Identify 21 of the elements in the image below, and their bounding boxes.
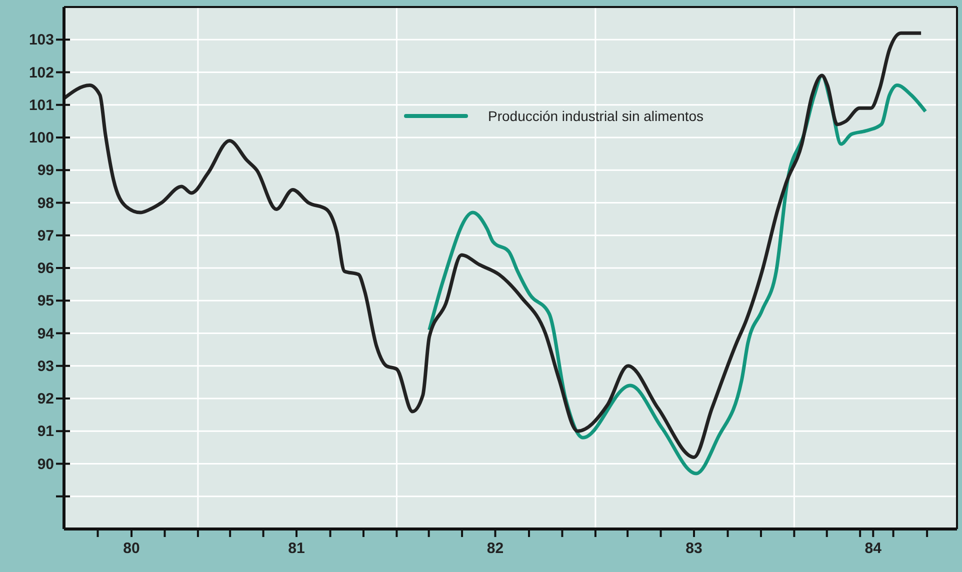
x-tick-label: 83 xyxy=(686,540,702,557)
y-tick-label: 94 xyxy=(37,325,55,342)
y-tick-label: 92 xyxy=(37,390,54,408)
line-series xyxy=(64,31,923,459)
y-tick-label: 99 xyxy=(37,162,54,180)
x-tick-label: 82 xyxy=(486,540,504,557)
y-tick-label: 97 xyxy=(37,227,54,244)
legend-label: Producción industrial sin alimentos xyxy=(488,108,704,124)
x-tick-label: 80 xyxy=(123,540,140,557)
y-tick-label: 103 xyxy=(28,32,54,49)
y-tick-label: 100 xyxy=(28,130,54,146)
x-tick-label: 84 xyxy=(864,540,882,557)
y-tick-label: 96 xyxy=(37,260,54,277)
x-tick-label: 81 xyxy=(288,540,305,557)
y-tick-label: 91 xyxy=(37,423,54,440)
y-tick-label: 95 xyxy=(37,292,54,310)
y-tick-label: 93 xyxy=(37,358,54,375)
y-tick-label: 90 xyxy=(37,456,54,473)
y-tick-label: 98 xyxy=(37,194,54,212)
y-tick-label: 102 xyxy=(28,64,54,82)
y-tick-label: 101 xyxy=(28,96,54,114)
